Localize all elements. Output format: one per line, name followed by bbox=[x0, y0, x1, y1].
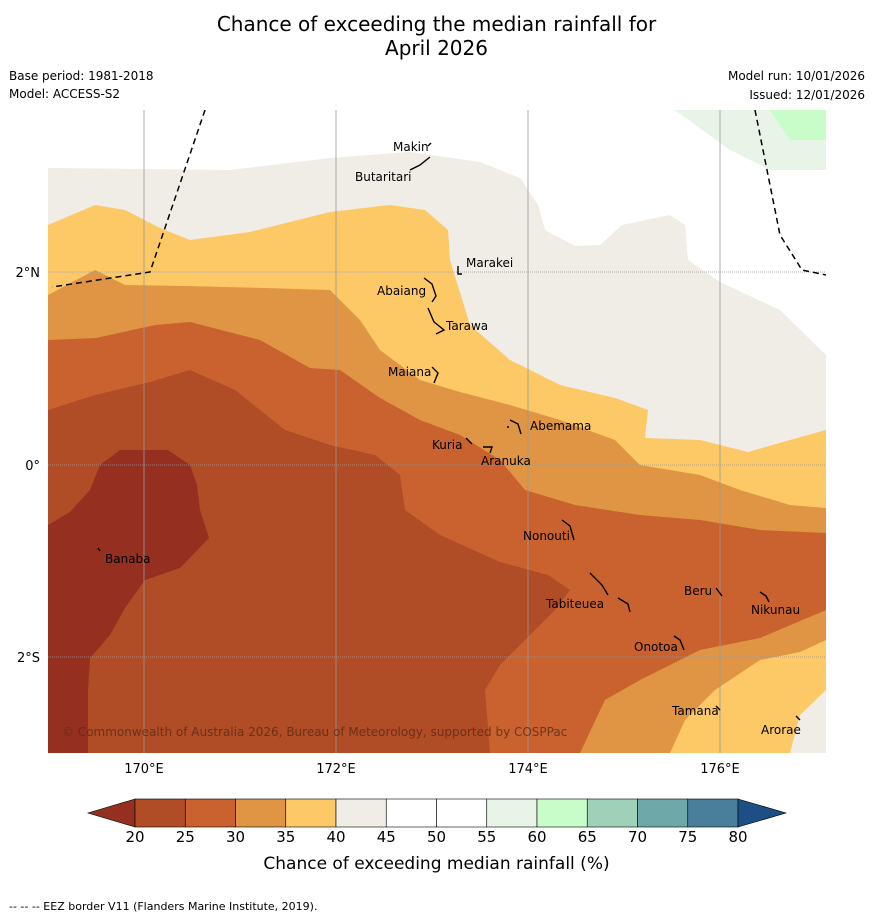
grid-lines bbox=[48, 110, 826, 753]
lon-label-170e: 170°E bbox=[124, 762, 164, 777]
colorbar-tick-65: 65 bbox=[577, 828, 597, 846]
colorbar-segment-70-75 bbox=[637, 798, 689, 828]
label-banaba: Banaba bbox=[105, 552, 151, 566]
island-marakei bbox=[457, 266, 462, 275]
island-nonouti bbox=[561, 519, 575, 541]
lon-label-176e: 176°E bbox=[700, 762, 740, 777]
label-tabiteuea: Tabiteuea bbox=[545, 597, 604, 611]
label-abaiang: Abaiang bbox=[377, 284, 426, 298]
colorbar-tick-45: 45 bbox=[376, 828, 396, 846]
place-labels: Makin Butaritari Marakei Abaiang Tarawa … bbox=[105, 140, 801, 737]
lon-label-172e: 172°E bbox=[316, 762, 356, 777]
colorbar-segment-30-35 bbox=[235, 798, 287, 828]
colorbar-segment-55-60 bbox=[486, 798, 538, 828]
island-tabiteuea bbox=[589, 572, 631, 613]
island-maiana bbox=[431, 366, 439, 384]
island-aranuka bbox=[483, 446, 493, 454]
colorbar-segment-75-80 bbox=[687, 798, 739, 828]
label-nonouti: Nonouti bbox=[523, 529, 570, 543]
band-35-40-southeast bbox=[670, 640, 826, 753]
title-line-2: April 2026 bbox=[385, 36, 488, 60]
colorbar-tick-60: 60 bbox=[527, 828, 547, 846]
axis-labels: 170°E 172°E 174°E 176°E 2°N 0° 2°S bbox=[16, 266, 740, 777]
base-period: Base period: 1981-2018 bbox=[9, 69, 154, 83]
label-abemama: Abemama bbox=[530, 419, 591, 433]
issued-date: Issued: 12/01/2026 bbox=[749, 88, 865, 102]
island-onotoa bbox=[673, 635, 685, 651]
map-title: Chance of exceeding the median rainfall … bbox=[0, 12, 873, 60]
colorbar-under-arrow bbox=[86, 798, 136, 828]
model-name: Model: ACCESS-S2 bbox=[9, 87, 121, 101]
island-tarawa bbox=[427, 307, 446, 335]
label-nikunau: Nikunau bbox=[751, 603, 800, 617]
label-butaritari: Butaritari bbox=[355, 170, 412, 184]
label-tarawa: Tarawa bbox=[445, 319, 488, 333]
lon-label-174e: 174°E bbox=[508, 762, 548, 777]
label-onotoa: Onotoa bbox=[634, 640, 678, 654]
colorbar-segment-35-40 bbox=[285, 798, 337, 828]
label-kuria: Kuria bbox=[432, 438, 463, 452]
copyright-notice: © Commonwealth of Australia 2026, Bureau… bbox=[62, 725, 567, 739]
label-beru: Beru bbox=[684, 584, 712, 598]
model-run-date: Model run: 10/01/2026 bbox=[727, 69, 865, 83]
island-makin bbox=[427, 142, 432, 147]
eez-footnote: -- -- -- EEZ border V11 (Flanders Marine… bbox=[9, 900, 318, 913]
colorbar-segment-40-45 bbox=[335, 798, 387, 828]
title-line-1: Chance of exceeding the median rainfall … bbox=[216, 12, 657, 36]
label-tamana: Tamana bbox=[671, 704, 719, 718]
label-makin: Makin bbox=[393, 140, 429, 154]
colorbar-segment-50-55 bbox=[436, 798, 488, 828]
colorbar-tick-labels: 20 25 30 35 40 45 50 55 60 65 70 75 80 bbox=[0, 828, 873, 848]
colorbar-tick-70: 70 bbox=[627, 828, 648, 846]
rainfall-map: Makin Butaritari Marakei Abaiang Tarawa … bbox=[48, 110, 826, 753]
colorbar-tick-50: 50 bbox=[426, 828, 447, 846]
island-abemama bbox=[507, 419, 522, 435]
label-maiana: Maiana bbox=[388, 365, 431, 379]
island-tamana bbox=[715, 705, 721, 711]
lat-label-2s: 2°S bbox=[17, 651, 40, 666]
colorbar bbox=[86, 798, 788, 828]
eez-border-west bbox=[51, 110, 206, 288]
colorbar-segment-65-70 bbox=[586, 798, 638, 828]
colorbar-tick-35: 35 bbox=[276, 828, 296, 846]
colorbar-tick-75: 75 bbox=[678, 828, 698, 846]
island-abaiang bbox=[423, 277, 437, 303]
island-outlines bbox=[97, 142, 801, 721]
colorbar-segment-25-30 bbox=[184, 798, 236, 828]
lat-label-0: 0° bbox=[25, 459, 40, 474]
colorbar-over-arrow bbox=[737, 798, 788, 828]
island-banaba bbox=[97, 547, 101, 552]
eez-border-east bbox=[754, 110, 826, 276]
colorbar-tick-25: 25 bbox=[175, 828, 195, 846]
eez-borders bbox=[51, 110, 826, 288]
label-arorae: Arorae bbox=[761, 723, 801, 737]
colorbar-segment-60-65 bbox=[536, 798, 588, 828]
colorbar-tick-80: 80 bbox=[728, 828, 748, 846]
island-kuria bbox=[465, 437, 473, 445]
colorbar-label: Chance of exceeding median rainfall (%) bbox=[263, 854, 610, 874]
band-40-45-southeast bbox=[790, 690, 826, 753]
lat-label-2n: 2°N bbox=[16, 266, 41, 281]
colorbar-tick-55: 55 bbox=[477, 828, 497, 846]
island-arorae bbox=[795, 715, 801, 721]
colorbar-segment-20-25 bbox=[134, 798, 186, 828]
island-nikunau bbox=[759, 591, 770, 603]
label-marakei: Marakei bbox=[466, 256, 513, 270]
colorbar-tick-40: 40 bbox=[326, 828, 346, 846]
colorbar-tick-20: 20 bbox=[125, 828, 145, 846]
colorbar-tick-30: 30 bbox=[225, 828, 246, 846]
island-beru bbox=[715, 587, 723, 597]
island-butaritari bbox=[409, 156, 431, 171]
band-below-20 bbox=[48, 450, 209, 753]
label-aranuka: Aranuka bbox=[481, 454, 531, 468]
band-60-65-northeast bbox=[770, 110, 826, 140]
colorbar-segment-45-50 bbox=[385, 798, 437, 828]
